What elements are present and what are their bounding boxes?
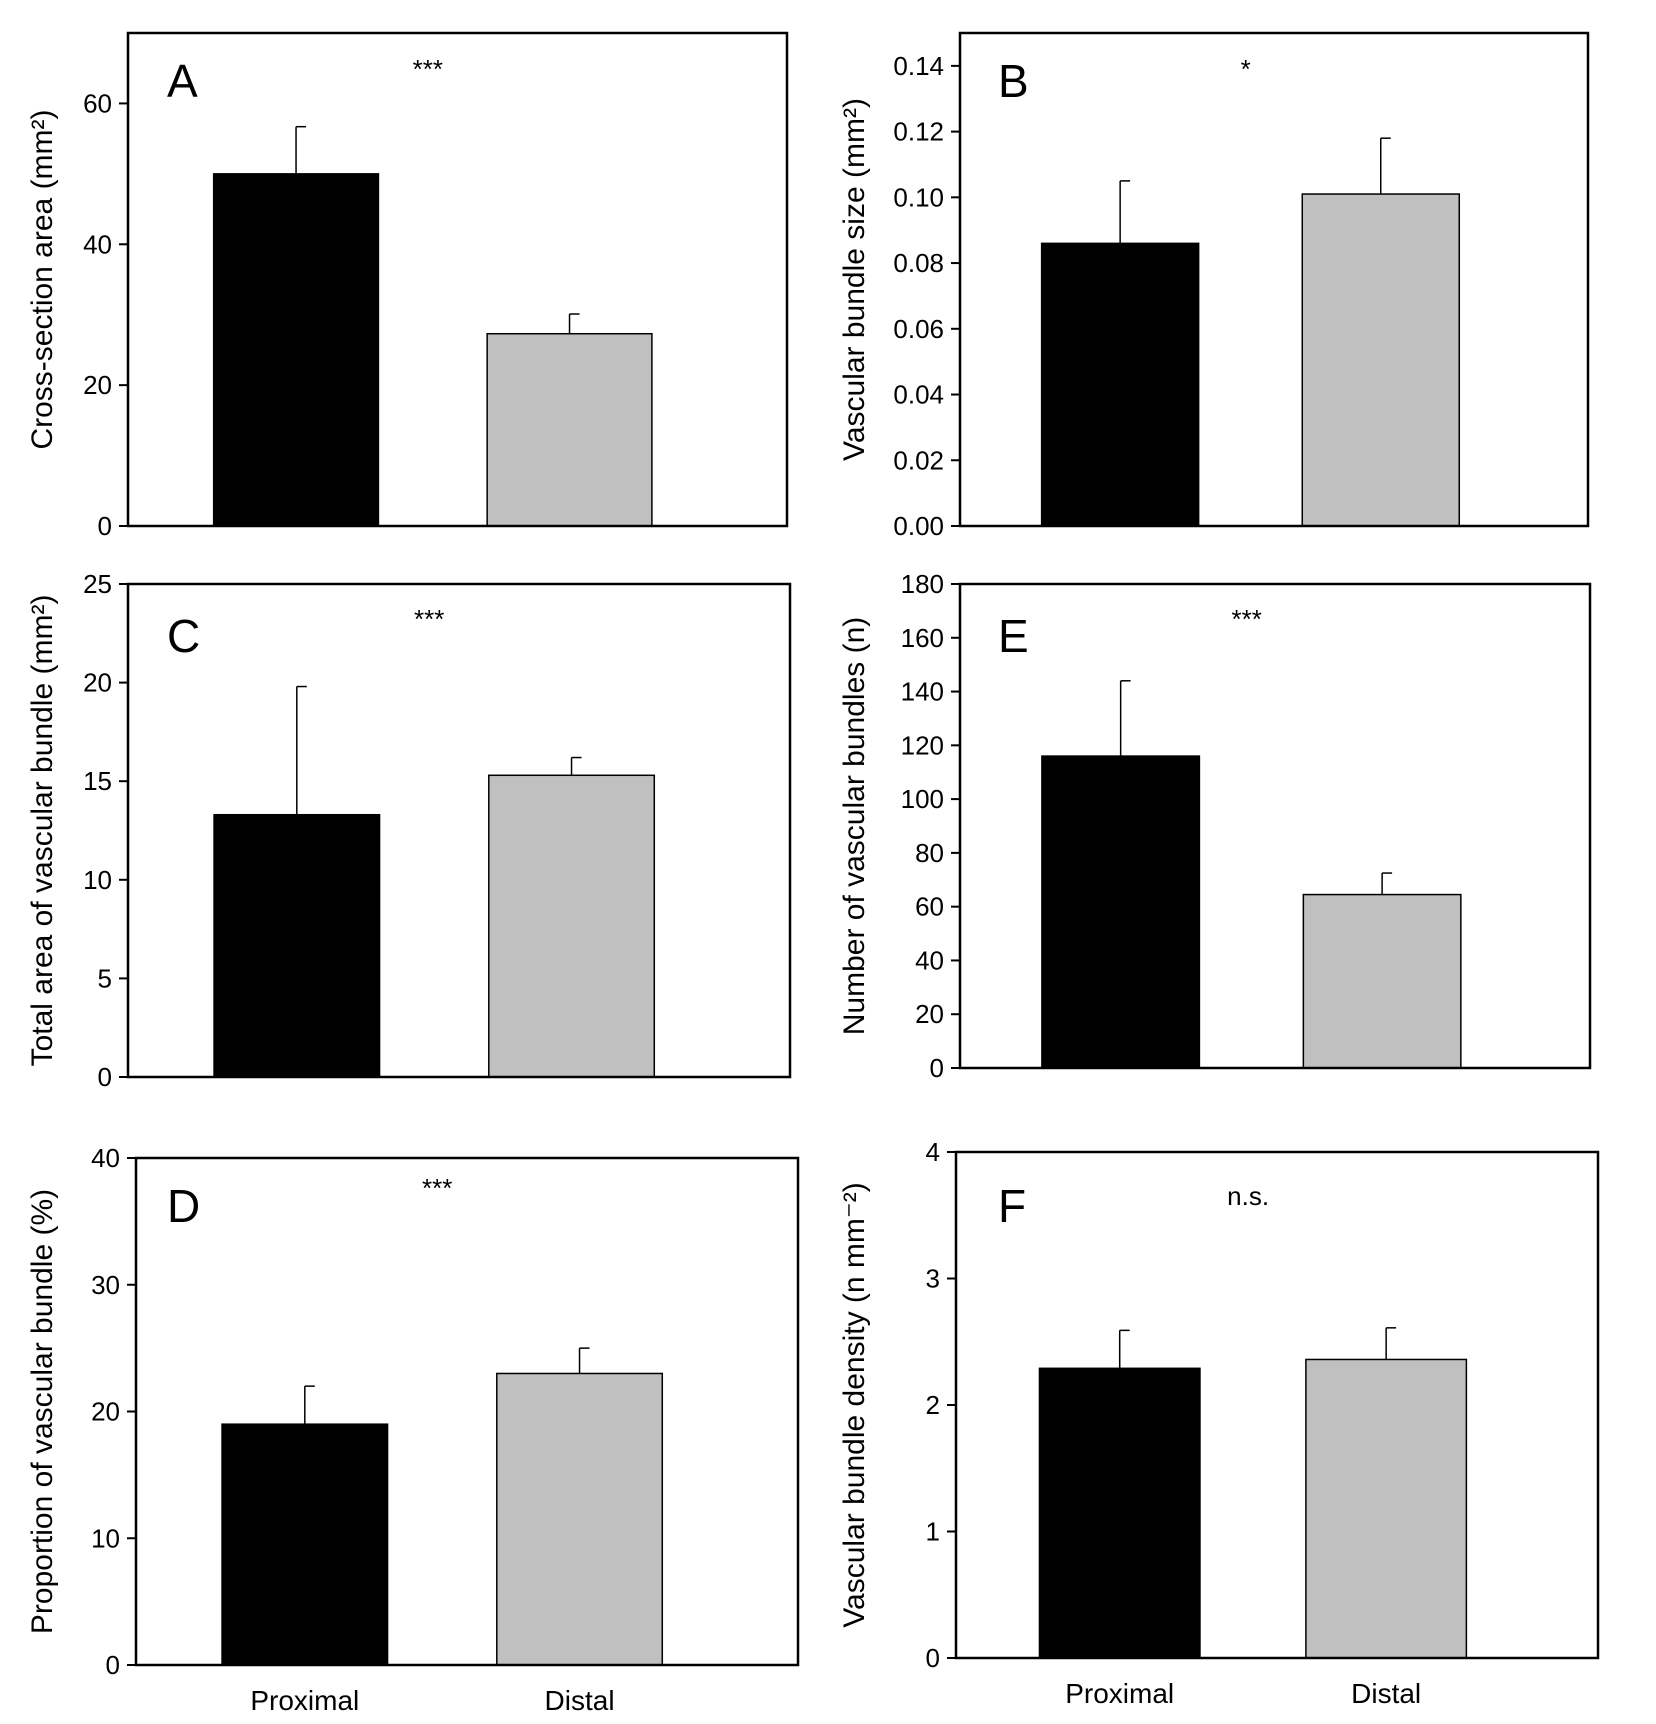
y-axis-title: Vascular bundle size (mm²) xyxy=(838,98,871,461)
bar-proximal xyxy=(1040,242,1200,527)
y-tick-label: 0.06 xyxy=(893,314,944,344)
bar-distal xyxy=(488,774,656,1078)
significance-label: *** xyxy=(413,54,443,84)
y-tick-label: 0.04 xyxy=(893,380,944,410)
panel-letter: D xyxy=(167,1180,200,1232)
plot-frame xyxy=(126,31,789,528)
y-axis-title: Total area of vascular bundle (mm²) xyxy=(26,595,59,1067)
x-category-label: Proximal xyxy=(1065,1678,1174,1709)
panel-e: 0 20 40 60 80 100 120 140 160 180 E *** Number of va… xyxy=(838,569,1592,1083)
y-tick-label: 140 xyxy=(901,677,944,707)
bar-distal xyxy=(1305,1358,1468,1659)
bar-distal xyxy=(1302,893,1462,1069)
y-tick-label: 0.00 xyxy=(893,511,944,541)
panel-letter: B xyxy=(998,55,1029,107)
y-tick-label: 80 xyxy=(915,838,944,868)
y-tick-label: 2 xyxy=(926,1390,940,1420)
y-tick-label: 40 xyxy=(915,945,944,975)
x-category-label: Distal xyxy=(545,1685,615,1716)
bar-proximal xyxy=(1041,755,1201,1069)
y-tick-label: 40 xyxy=(91,1143,120,1173)
y-tick-label: 1 xyxy=(926,1517,940,1547)
x-category-label: Proximal xyxy=(250,1685,359,1716)
y-tick-label: 30 xyxy=(91,1270,120,1300)
y-tick-label: 0 xyxy=(106,1650,120,1680)
y-tick-label: 120 xyxy=(901,730,944,760)
panel-c: 0 5 10 15 20 25 C *** Total area of vascular bun… xyxy=(26,569,792,1092)
panel-letter: A xyxy=(167,55,198,107)
y-axis-title: Proportion of vascular bundle (%) xyxy=(26,1189,59,1634)
significance-label: *** xyxy=(414,604,444,634)
y-tick-label: 20 xyxy=(91,1397,120,1427)
plot-frame xyxy=(958,31,1590,528)
y-tick-label: 0.14 xyxy=(893,51,944,81)
bar-proximal xyxy=(221,1423,389,1666)
bar-distal xyxy=(1301,193,1461,527)
y-tick-label: 0 xyxy=(926,1643,940,1673)
y-tick-label: 40 xyxy=(83,229,112,259)
plot-frame xyxy=(134,1156,800,1667)
y-tick-label: 0 xyxy=(98,511,112,541)
bar-proximal xyxy=(1038,1367,1201,1659)
bar-proximal xyxy=(213,813,381,1078)
significance-label: *** xyxy=(422,1173,452,1203)
y-tick-label: 0.10 xyxy=(893,182,944,212)
significance-label: * xyxy=(1241,54,1251,84)
panel-letter: C xyxy=(167,610,200,662)
y-axis-title: Cross-section area (mm²) xyxy=(26,109,59,449)
panel-d: 0 10 20 30 40 Proximal Distal D *** Proportion of… xyxy=(26,1143,800,1716)
y-axis-title: Vascular bundle density (n mm⁻²) xyxy=(838,1182,871,1627)
y-tick-label: 180 xyxy=(901,569,944,599)
y-tick-label: 15 xyxy=(83,766,112,796)
y-tick-label: 10 xyxy=(83,865,112,895)
y-tick-label: 20 xyxy=(915,999,944,1029)
y-tick-label: 3 xyxy=(926,1264,940,1294)
y-tick-label: 10 xyxy=(91,1523,120,1553)
plot-frame xyxy=(958,582,1592,1070)
y-tick-label: 0.02 xyxy=(893,445,944,475)
y-tick-label: 4 xyxy=(926,1137,940,1167)
y-tick-label: 100 xyxy=(901,784,944,814)
plot-frame xyxy=(126,582,792,1079)
x-category-label: Distal xyxy=(1351,1678,1421,1709)
panel-b: 0.00 0.02 0.04 0.06 0.08 0.10 0.12 0.14 B * Vascul… xyxy=(838,31,1590,541)
y-tick-label: 25 xyxy=(83,569,112,599)
y-tick-label: 0 xyxy=(930,1053,944,1083)
y-tick-label: 0 xyxy=(98,1062,112,1092)
y-tick-label: 0.12 xyxy=(893,117,944,147)
panel-letter: F xyxy=(998,1180,1026,1232)
significance-label: n.s. xyxy=(1227,1181,1269,1211)
bar-distal xyxy=(496,1372,664,1666)
y-tick-label: 160 xyxy=(901,623,944,653)
y-tick-label: 20 xyxy=(83,370,112,400)
y-axis-title: Number of vascular bundles (n) xyxy=(838,617,871,1036)
y-tick-label: 20 xyxy=(83,668,112,698)
panel-a: 0 20 40 60 A *** Cross-section area (mm²) xyxy=(26,31,789,541)
y-tick-label: 60 xyxy=(915,892,944,922)
y-tick-label: 60 xyxy=(83,88,112,118)
panel-f: 0 1 2 3 4 Proximal Distal F n.s. Vascular bundle … xyxy=(838,1137,1600,1709)
panel-letter: E xyxy=(998,610,1029,662)
y-tick-label: 5 xyxy=(98,963,112,993)
bar-proximal xyxy=(212,173,380,527)
y-tick-label: 0.08 xyxy=(893,248,944,278)
plot-frame xyxy=(954,1150,1600,1660)
bar-distal xyxy=(486,332,653,527)
significance-label: *** xyxy=(1231,604,1261,634)
